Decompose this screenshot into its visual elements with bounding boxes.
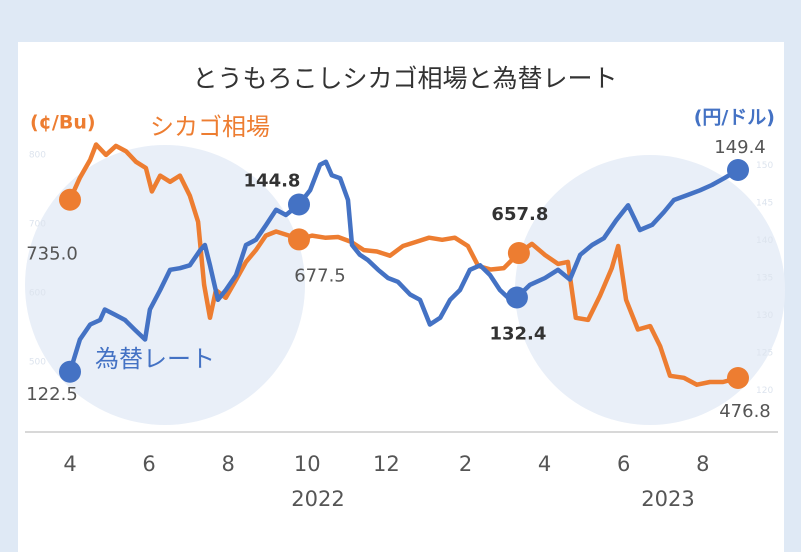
highlight-dot — [505, 286, 528, 309]
x-tick-label: 4 — [63, 452, 76, 476]
y2-tick-label: 120 — [756, 386, 773, 396]
data-label: 132.4 — [489, 324, 546, 345]
chart-title: とうもろこしシカゴ相場と為替レート — [192, 64, 617, 93]
legend-label: シカゴ相場 — [150, 113, 270, 141]
x-tick-label: 8 — [696, 452, 709, 476]
data-label: 677.5 — [294, 265, 346, 286]
x-tick-label: 8 — [222, 452, 235, 476]
data-label: 476.8 — [719, 401, 771, 422]
data-label: 149.4 — [714, 137, 766, 158]
x-tick-label: 4 — [538, 452, 551, 476]
highlight-dot — [287, 228, 310, 251]
y2-tick-label: 135 — [756, 274, 773, 284]
highlight-circle — [515, 155, 785, 425]
year-label: 2022 — [291, 487, 344, 511]
y2-axis-label: (円/ドル) — [694, 107, 775, 129]
series-line — [67, 159, 740, 373]
data-label: 657.8 — [491, 204, 548, 225]
y2-tick-label: 130 — [756, 311, 773, 321]
data-label: 735.0 — [26, 244, 78, 265]
x-tick-label: 6 — [617, 452, 630, 476]
y2-tick-label: 140 — [756, 236, 773, 246]
highlight-dot — [287, 193, 310, 216]
highlight-dot — [507, 242, 530, 265]
x-tick-label: 6 — [142, 452, 155, 476]
y-tick-label: 600 — [29, 288, 46, 298]
y-tick-label: 500 — [29, 357, 46, 367]
y-tick-label: 800 — [29, 150, 46, 160]
data-label: 122.5 — [26, 384, 78, 405]
y2-tick-label: 125 — [756, 349, 773, 359]
x-tick-label: 10 — [294, 452, 321, 476]
highlight-dot — [726, 159, 749, 181]
highlight-dot — [59, 188, 81, 211]
x-tick-label: 12 — [373, 452, 400, 476]
x-tick-label: 2 — [459, 452, 472, 476]
y2-tick-label: 150 — [756, 161, 773, 171]
year-label: 2023 — [641, 487, 694, 511]
y-tick-label: 700 — [29, 219, 46, 229]
highlight-dot — [59, 360, 81, 383]
series-line — [67, 142, 739, 387]
data-label: 144.8 — [244, 171, 301, 192]
legend-label: 為替レート — [95, 345, 215, 373]
highlight-dot — [726, 366, 749, 389]
y-axis-label: (¢/Bu) — [30, 112, 96, 134]
y2-tick-label: 145 — [756, 199, 773, 209]
